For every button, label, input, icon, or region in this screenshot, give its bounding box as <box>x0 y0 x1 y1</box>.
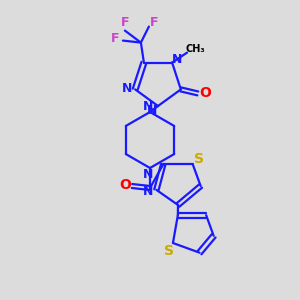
Text: S: S <box>194 152 204 167</box>
Text: N: N <box>122 82 132 95</box>
Text: O: O <box>199 86 211 100</box>
Text: N: N <box>172 53 182 66</box>
Text: N: N <box>143 169 153 182</box>
Text: N: N <box>143 100 153 112</box>
Text: N: N <box>147 103 157 116</box>
Text: F: F <box>121 16 129 29</box>
Text: N: N <box>143 185 154 198</box>
Text: S: S <box>164 244 174 258</box>
Text: O: O <box>119 178 131 192</box>
Text: F: F <box>150 16 158 29</box>
Text: F: F <box>111 32 119 45</box>
Text: CH₃: CH₃ <box>185 44 205 54</box>
